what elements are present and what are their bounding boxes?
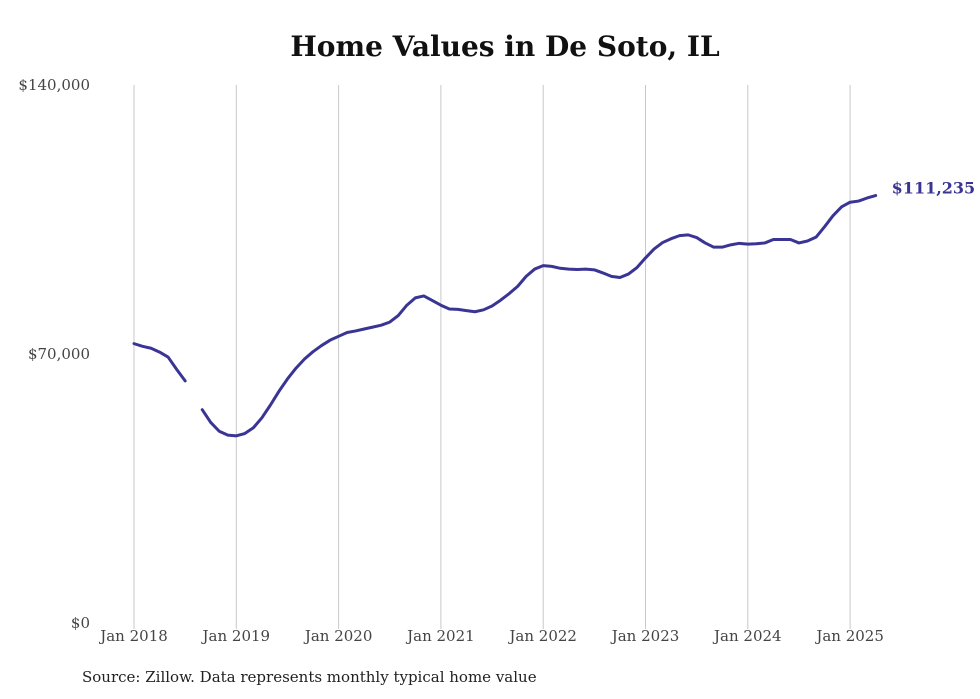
vertical-gridlines — [133, 85, 851, 629]
x-tick-label: Jan 2023 — [610, 627, 680, 645]
series-line-segment — [132, 342, 187, 383]
y-tick-label: $140,000 — [18, 76, 90, 94]
x-tick-label: Jan 2022 — [507, 627, 577, 645]
series-line-segment — [200, 194, 878, 438]
x-axis-tick-labels: Jan 2018 Jan 2019 Jan 2020 Jan 2021 Jan 2022… — [98, 627, 884, 645]
source-note: Source: Zillow. Data represents monthly … — [82, 668, 537, 686]
x-tick-label: Jan 2018 — [98, 627, 168, 645]
y-tick-label: $70,000 — [28, 345, 90, 363]
x-tick-label: Jan 2019 — [201, 627, 271, 645]
y-axis-tick-labels: $0 $70,000 $140,000 — [18, 76, 90, 632]
x-tick-label: Jan 2020 — [303, 627, 373, 645]
x-tick-label: Jan 2025 — [814, 627, 884, 645]
chart-title: Home Values in De Soto, IL — [290, 30, 720, 63]
x-tick-label: Jan 2024 — [712, 627, 782, 645]
y-tick-label: $0 — [71, 614, 90, 632]
x-tick-label: Jan 2021 — [405, 627, 475, 645]
home-value-series — [132, 194, 878, 438]
latest-value-label: $111,235 — [892, 179, 976, 198]
